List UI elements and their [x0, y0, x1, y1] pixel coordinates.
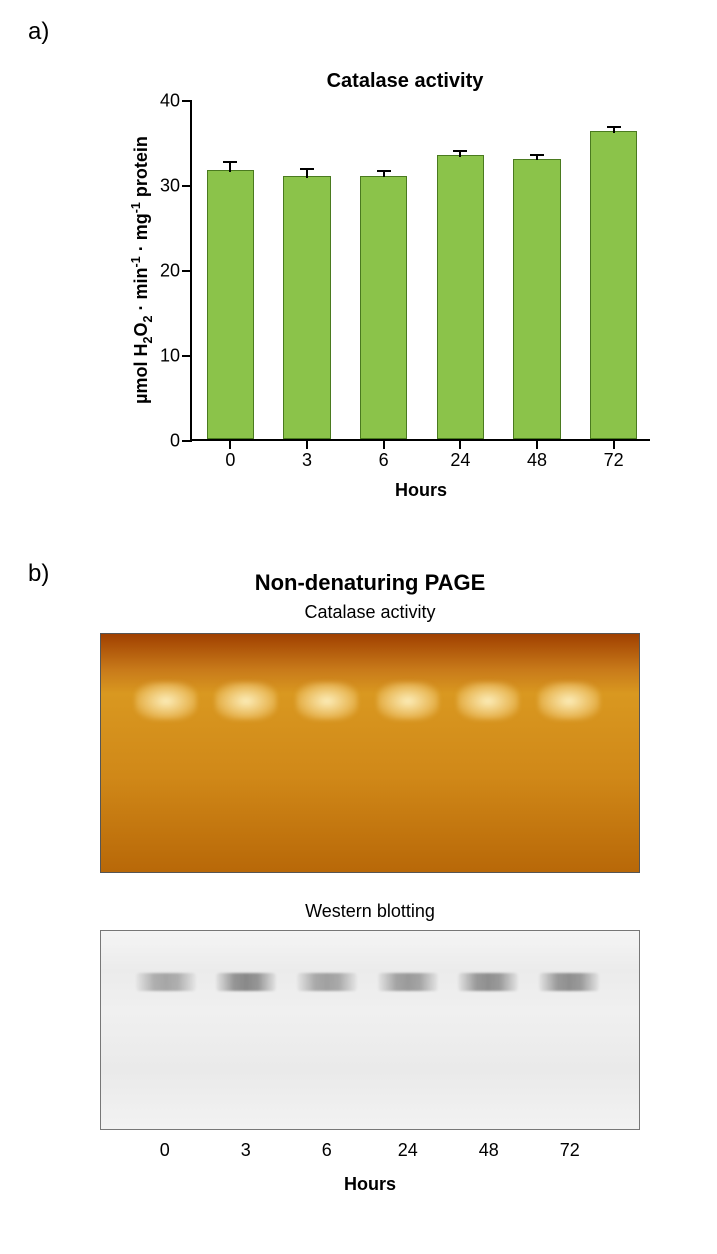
western-band [539, 973, 599, 991]
y-tick-label: 0 [152, 431, 180, 452]
error-bar [229, 162, 231, 172]
panel-b-label: b) [28, 560, 49, 588]
bar [207, 170, 255, 439]
y-tick-label: 40 [152, 91, 180, 112]
bar [283, 176, 331, 440]
y-tick-label: 20 [152, 261, 180, 282]
western-band [378, 973, 438, 991]
y-tick-label: 10 [152, 346, 180, 367]
panel-a-label: a) [28, 18, 49, 46]
lane-label: 6 [322, 1140, 332, 1161]
bar [590, 131, 638, 439]
western-band [136, 973, 196, 991]
catalase-chart: Catalase activity µmol H2O2 · min-1 · mg… [130, 70, 640, 490]
x-tick-label: 3 [302, 450, 312, 471]
activity-band [377, 682, 439, 720]
x-tick [613, 439, 615, 449]
x-tick [306, 439, 308, 449]
lane-label: 72 [560, 1140, 580, 1161]
error-cap [607, 126, 621, 128]
lane-label: 48 [479, 1140, 499, 1161]
error-bar [383, 171, 385, 178]
error-bar [306, 169, 308, 178]
error-cap [223, 161, 237, 163]
bar [437, 155, 485, 439]
chart-title: Catalase activity [170, 70, 640, 93]
activity-band [215, 682, 277, 720]
lane-labels: 0 3 6 24 48 72 [100, 1140, 640, 1170]
error-cap [530, 154, 544, 156]
plot-area: µmol H2O2 · min-1 · mg-1 protein Hours 0… [190, 101, 650, 441]
activity-subtitle: Catalase activity [90, 602, 650, 623]
error-cap [453, 150, 467, 152]
bar [360, 176, 408, 440]
western-band [216, 973, 276, 991]
western-band [297, 973, 357, 991]
y-tick [182, 440, 192, 442]
activity-band [538, 682, 600, 720]
y-tick [182, 100, 192, 102]
activity-band [296, 682, 358, 720]
western-subtitle: Western blotting [90, 901, 650, 922]
activity-band [457, 682, 519, 720]
x-tick-label: 6 [379, 450, 389, 471]
y-tick [182, 355, 192, 357]
lane-label: 0 [160, 1140, 170, 1161]
activity-band [135, 682, 197, 720]
x-tick-label: 24 [450, 450, 470, 471]
x-tick [536, 439, 538, 449]
y-axis-label: µmol H2O2 · min-1 · mg-1 protein [129, 136, 155, 404]
y-tick [182, 185, 192, 187]
bar [513, 159, 561, 440]
x-tick-label: 48 [527, 450, 547, 471]
lane-x-label: Hours [90, 1174, 650, 1195]
page-section: Non-denaturing PAGE Catalase activity We… [90, 570, 650, 1195]
error-bar [613, 127, 615, 134]
lane-label: 24 [398, 1140, 418, 1161]
y-tick [182, 270, 192, 272]
error-cap [377, 170, 391, 172]
x-tick [459, 439, 461, 449]
x-tick [229, 439, 231, 449]
western-band [458, 973, 518, 991]
lane-label: 3 [241, 1140, 251, 1161]
error-cap [300, 168, 314, 170]
x-tick-label: 72 [604, 450, 624, 471]
x-axis-label: Hours [395, 480, 447, 501]
x-tick [383, 439, 385, 449]
page-title: Non-denaturing PAGE [90, 570, 650, 596]
y-tick-label: 30 [152, 176, 180, 197]
western-blot-image [100, 930, 640, 1130]
x-tick-label: 0 [225, 450, 235, 471]
gel-activity-image [100, 633, 640, 873]
